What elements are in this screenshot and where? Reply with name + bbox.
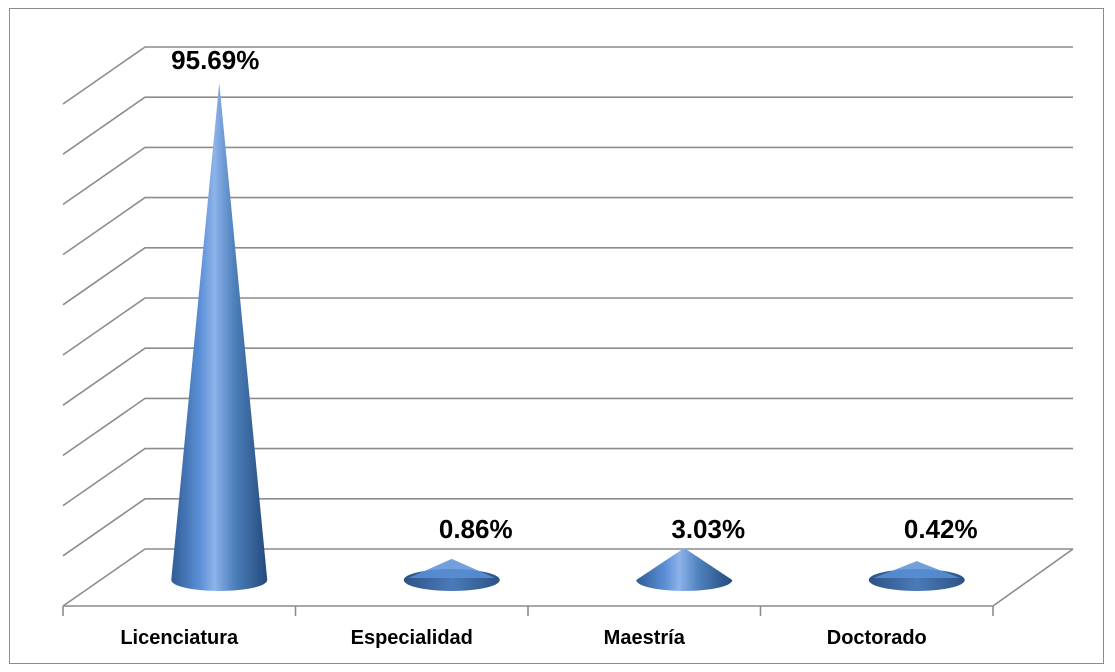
cone-bar — [403, 558, 500, 591]
data-label: 95.69% — [171, 45, 259, 75]
gridlines — [62, 46, 1073, 607]
gridline — [62, 247, 1073, 306]
gridline — [62, 146, 1073, 206]
x-tick-label: Licenciatura — [120, 627, 239, 649]
category-tick-labels: Licenciatura Especialidad Maestría Doctorad… — [120, 627, 926, 649]
cone-bar — [171, 82, 268, 592]
gridline — [62, 196, 1073, 256]
floor-axes — [62, 548, 1074, 616]
cone-bar — [868, 561, 965, 591]
gridline — [62, 548, 1073, 607]
gridline — [62, 497, 1073, 557]
cone-series — [171, 82, 965, 592]
x-tick-label: Doctorado — [827, 627, 927, 649]
gridline — [62, 347, 1073, 406]
data-label: 3.03% — [671, 514, 745, 544]
data-labels: 95.69% 0.86% 3.03% 0.42% — [171, 45, 977, 544]
data-label: 0.86% — [439, 514, 513, 544]
x-tick-label: Especialidad — [351, 627, 473, 649]
gridline — [62, 397, 1073, 457]
gridline — [62, 297, 1073, 356]
gridline — [62, 46, 1073, 105]
gridline — [62, 96, 1073, 155]
data-label: 0.42% — [904, 514, 978, 544]
cone-bar — [636, 548, 733, 592]
gridline — [62, 447, 1073, 507]
x-tick-label: Maestría — [604, 627, 686, 649]
